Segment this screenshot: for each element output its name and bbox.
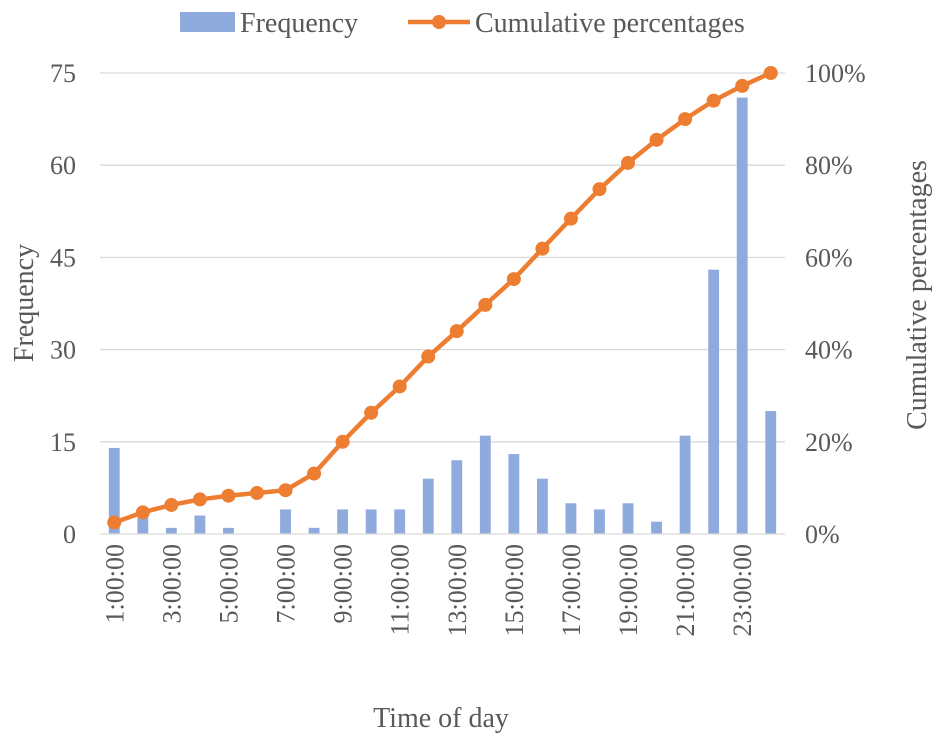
x-tick-label-9-00-00: 9:00:00 — [329, 544, 358, 623]
bar-1-00-00 — [108, 447, 120, 534]
y-left-tick-0: 0 — [63, 520, 76, 549]
bar-5-00-00 — [223, 527, 234, 534]
y-right-tick-80: 80% — [805, 151, 853, 180]
bar-2-00-00 — [137, 509, 149, 534]
point-5-00-00 — [221, 488, 236, 503]
point-17-00-00 — [563, 211, 578, 226]
point-9-00-00 — [335, 434, 350, 449]
point-11-00-00 — [392, 379, 407, 394]
point-22-00-00 — [706, 93, 721, 108]
x-tick-label-15-00-00: 15:00:00 — [500, 544, 529, 636]
legend-label-cumulative: Cumulative percentages — [475, 8, 745, 39]
x-tick-label-13-00-00: 13:00:00 — [443, 544, 472, 636]
point-13-00-00 — [449, 324, 464, 339]
y-axis-left-title: Frequency — [9, 244, 40, 362]
bar-12-00-00 — [422, 478, 434, 534]
y-axis-right: 0% 20% 40% 60% 80% 100% — [805, 59, 866, 549]
point-16-00-00 — [535, 241, 550, 256]
legend-label-frequency: Frequency — [240, 8, 358, 39]
x-tick-label-7-00-00: 7:00:00 — [272, 544, 301, 623]
point-15-00-00 — [506, 272, 521, 287]
point-19-00-00 — [621, 155, 636, 170]
legend-swatch-frequency — [180, 12, 235, 32]
y-left-tick-15: 15 — [50, 428, 76, 457]
point-6-00-00 — [249, 485, 264, 500]
point-14-00-00 — [478, 297, 493, 312]
frequency-bars — [108, 97, 777, 534]
y-right-tick-0: 0% — [805, 520, 840, 549]
bar-8-00-00 — [308, 527, 320, 534]
x-tick-label-21-00-00: 21:00:00 — [671, 544, 700, 636]
bar-17-00-00 — [565, 503, 577, 534]
bar-13-00-00 — [451, 460, 463, 534]
bar-7-00-00 — [280, 509, 291, 534]
x-tick-label-3-00-00: 3:00:00 — [157, 544, 186, 623]
point-18-00-00 — [592, 182, 607, 197]
point-8-00-00 — [307, 466, 322, 481]
bar-20-00-00 — [651, 521, 662, 534]
y-right-tick-60: 60% — [805, 243, 853, 272]
bar-3-00-00 — [165, 527, 177, 534]
bar-24-00-00 — [765, 411, 777, 534]
x-tick-label-5-00-00: 5:00:00 — [214, 544, 243, 623]
x-tick-label-1-00-00: 1:00:00 — [100, 544, 129, 623]
point-10-00-00 — [364, 405, 379, 420]
y-right-tick-100: 100% — [805, 59, 866, 88]
point-12-00-00 — [421, 349, 436, 364]
bar-11-00-00 — [394, 509, 406, 534]
bar-21-00-00 — [679, 435, 691, 534]
bar-19-00-00 — [622, 503, 634, 534]
cumulative-line — [107, 66, 778, 530]
point-1-00-00 — [107, 515, 122, 530]
point-3-00-00 — [164, 497, 179, 512]
y-axis-left: 0 15 30 45 60 75 — [50, 59, 76, 549]
point-23-00-00 — [735, 78, 750, 93]
bar-10-00-00 — [365, 509, 377, 534]
y-right-tick-20: 20% — [805, 428, 853, 457]
gridlines — [100, 72, 785, 443]
bar-4-00-00 — [194, 515, 206, 534]
bar-14-00-00 — [479, 435, 491, 534]
x-tick-label-23-00-00: 23:00:00 — [728, 544, 757, 636]
bar-22-00-00 — [708, 269, 720, 534]
y-right-tick-40: 40% — [805, 336, 853, 365]
bar-9-00-00 — [337, 509, 349, 534]
x-tick-label-11-00-00: 11:00:00 — [386, 544, 415, 635]
x-tick-label-19-00-00: 19:00:00 — [614, 544, 643, 636]
bar-15-00-00 — [508, 454, 520, 534]
x-axis: 1:00:00 3:00:00 5:00:00 7:00:00 9:00:00 11:00… — [100, 533, 785, 636]
chart-legend: Frequency Cumulative percentages — [180, 8, 745, 39]
bar-18-00-00 — [594, 509, 605, 534]
cumulative-line-path — [113, 70, 772, 525]
y-left-tick-45: 45 — [50, 243, 76, 272]
bar-16-00-00 — [536, 478, 548, 534]
legend-swatch-cumulative-marker — [432, 15, 446, 29]
y-left-tick-30: 30 — [50, 336, 76, 365]
y-left-tick-60: 60 — [50, 151, 76, 180]
point-20-00-00 — [649, 132, 664, 147]
x-tick-label-17-00-00: 17:00:00 — [557, 544, 586, 636]
point-21-00-00 — [678, 112, 693, 127]
x-axis-title: Time of day — [373, 703, 509, 734]
y-left-tick-75: 75 — [50, 59, 76, 88]
y-axis-right-title: Cumulative percentages — [902, 160, 933, 430]
bar-23-00-00 — [736, 97, 748, 534]
point-2-00-00 — [135, 505, 150, 520]
point-24-00-00 — [763, 66, 778, 80]
point-7-00-00 — [278, 483, 293, 498]
point-4-00-00 — [192, 492, 207, 507]
